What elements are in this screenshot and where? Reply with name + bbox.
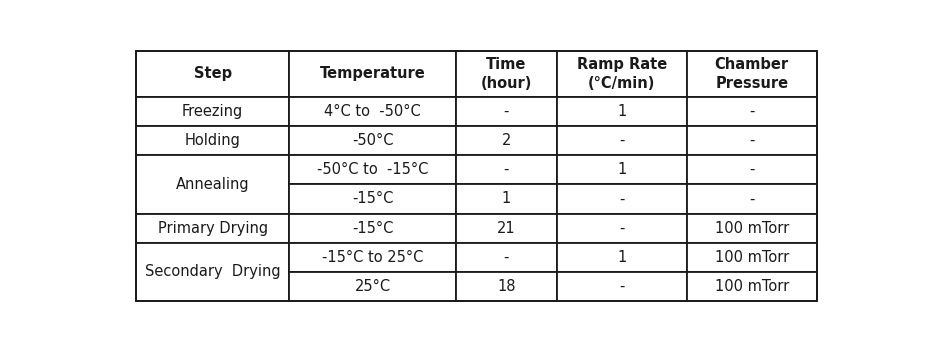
Text: -15°C to 25°C: -15°C to 25°C xyxy=(322,250,423,265)
Bar xyxy=(137,97,289,126)
Bar xyxy=(137,214,289,243)
Text: -: - xyxy=(504,250,509,265)
Text: -: - xyxy=(504,162,509,177)
Bar xyxy=(457,214,556,243)
Bar xyxy=(289,214,457,243)
Bar xyxy=(457,272,556,301)
Bar xyxy=(457,184,556,214)
Text: 4°C to  -50°C: 4°C to -50°C xyxy=(325,104,421,119)
Text: -: - xyxy=(749,133,754,148)
Bar xyxy=(289,51,457,97)
Bar xyxy=(137,51,289,97)
Text: -50°C to  -15°C: -50°C to -15°C xyxy=(317,162,428,177)
Text: -: - xyxy=(749,162,754,177)
Text: -: - xyxy=(504,104,509,119)
Bar xyxy=(289,126,457,155)
Text: Holding: Holding xyxy=(185,133,241,148)
Bar xyxy=(556,155,686,184)
Text: Step: Step xyxy=(193,66,232,81)
Bar xyxy=(457,243,556,272)
Text: 21: 21 xyxy=(497,221,515,236)
Text: 1: 1 xyxy=(502,191,511,206)
Text: Annealing: Annealing xyxy=(176,177,249,192)
Text: -15°C: -15°C xyxy=(352,221,393,236)
Text: Chamber
Pressure: Chamber Pressure xyxy=(714,57,789,91)
Text: 100 mTorr: 100 mTorr xyxy=(714,250,789,265)
Bar xyxy=(556,126,686,155)
Text: 1: 1 xyxy=(617,250,626,265)
Bar xyxy=(457,155,556,184)
Bar xyxy=(289,155,457,184)
Bar xyxy=(556,184,686,214)
Text: -: - xyxy=(749,104,754,119)
Bar xyxy=(556,272,686,301)
Text: Temperature: Temperature xyxy=(320,66,425,81)
Text: -50°C: -50°C xyxy=(352,133,393,148)
Text: 25°C: 25°C xyxy=(354,279,391,294)
Text: 2: 2 xyxy=(501,133,512,148)
Bar xyxy=(686,214,817,243)
Bar xyxy=(556,97,686,126)
Bar xyxy=(289,184,457,214)
Text: 18: 18 xyxy=(498,279,515,294)
Bar xyxy=(686,126,817,155)
Bar xyxy=(686,155,817,184)
Bar xyxy=(556,51,686,97)
Text: Time
(hour): Time (hour) xyxy=(481,57,532,91)
Text: -: - xyxy=(749,191,754,206)
Text: -: - xyxy=(619,279,624,294)
Text: Ramp Rate
(°C/min): Ramp Rate (°C/min) xyxy=(577,57,667,91)
Bar xyxy=(137,243,289,301)
Bar xyxy=(686,184,817,214)
Text: Freezing: Freezing xyxy=(182,104,244,119)
Bar xyxy=(556,243,686,272)
Bar xyxy=(137,126,289,155)
Bar xyxy=(289,243,457,272)
Bar xyxy=(457,51,556,97)
Text: Secondary  Drying: Secondary Drying xyxy=(145,265,281,280)
Bar xyxy=(137,155,289,214)
Text: 1: 1 xyxy=(617,162,626,177)
Text: -: - xyxy=(619,191,624,206)
Text: 1: 1 xyxy=(617,104,626,119)
Text: Primary Drying: Primary Drying xyxy=(157,221,268,236)
Bar xyxy=(289,272,457,301)
Text: -: - xyxy=(619,133,624,148)
Bar xyxy=(289,97,457,126)
Text: 100 mTorr: 100 mTorr xyxy=(714,279,789,294)
Bar xyxy=(686,97,817,126)
Bar xyxy=(686,272,817,301)
Bar xyxy=(457,126,556,155)
Text: -15°C: -15°C xyxy=(352,191,393,206)
Bar xyxy=(457,97,556,126)
Bar xyxy=(556,214,686,243)
Bar xyxy=(686,243,817,272)
Text: 100 mTorr: 100 mTorr xyxy=(714,221,789,236)
Bar xyxy=(686,51,817,97)
Text: -: - xyxy=(619,221,624,236)
